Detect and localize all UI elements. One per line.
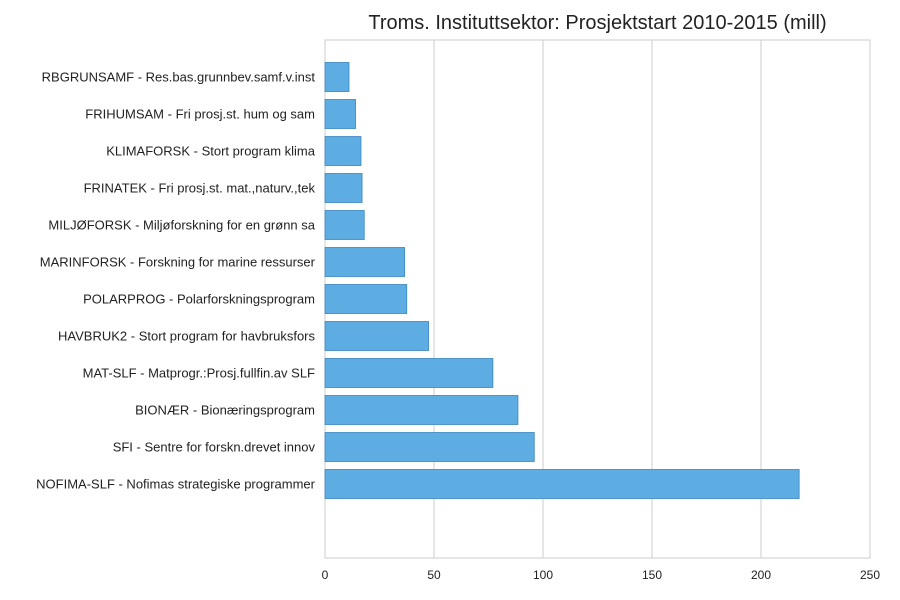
category-label: RBGRUNSAMF - Res.bas.grunnbev.samf.v.ins… xyxy=(42,70,316,85)
bar xyxy=(324,247,405,277)
category-label: MAT-SLF - Matprogr.:Prosj.fullfin.av SLF xyxy=(83,366,315,381)
bar xyxy=(324,469,800,499)
category-label: HAVBRUK2 - Stort program for havbruksfor… xyxy=(58,329,315,344)
chart-title: Troms. Instituttsektor: Prosjektstart 20… xyxy=(368,12,827,34)
x-tick-label: 250 xyxy=(860,568,880,582)
x-tick-label: 100 xyxy=(533,568,553,582)
category-label: FRINATEK - Fri prosj.st. mat.,naturv.,te… xyxy=(84,181,316,196)
category-label: MARINFORSK - Forskning for marine ressur… xyxy=(40,255,316,270)
category-label: SFI - Sentre for forskn.drevet innov xyxy=(113,440,316,455)
x-tick-label: 150 xyxy=(642,568,662,582)
x-tick-label: 200 xyxy=(751,568,771,582)
category-label: BIONÆR - Bionæringsprogram xyxy=(135,403,315,418)
category-label: POLARPROG - Polarforskningsprogram xyxy=(83,292,315,307)
bar xyxy=(324,62,350,92)
bar xyxy=(324,136,362,166)
category-label: NOFIMA-SLF - Nofimas strategiske program… xyxy=(36,477,316,492)
bar xyxy=(324,284,408,314)
bar xyxy=(324,395,519,425)
bar xyxy=(324,210,365,240)
bar xyxy=(324,358,494,388)
bar xyxy=(324,99,356,129)
bar xyxy=(324,432,535,462)
category-label: KLIMAFORSK - Stort program klima xyxy=(106,144,316,159)
category-label: MILJØFORSK - Miljøforskning for en grønn… xyxy=(48,218,315,233)
bar xyxy=(324,321,429,351)
x-tick-label: 50 xyxy=(427,568,441,582)
bar xyxy=(324,173,363,203)
category-label: FRIHUMSAM - Fri prosj.st. hum og sam xyxy=(85,107,315,122)
x-tick-label: 0 xyxy=(322,568,329,582)
